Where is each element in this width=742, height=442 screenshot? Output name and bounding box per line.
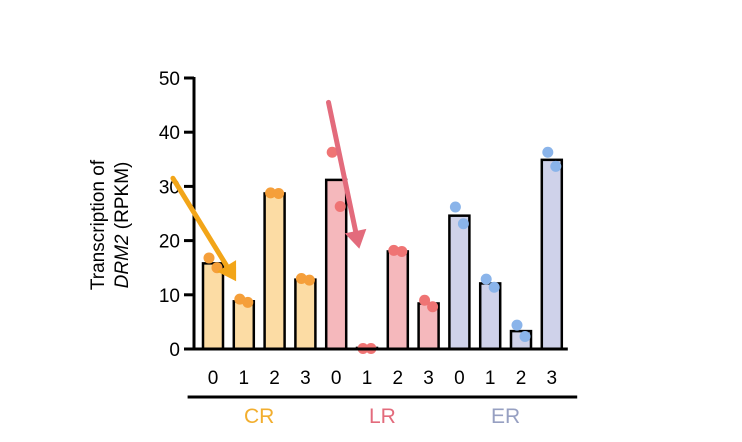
y-tick-label: 50 — [159, 69, 180, 90]
data-point — [480, 273, 492, 285]
x-tick-label: 0 — [331, 368, 342, 389]
x-tick-label: 3 — [547, 368, 558, 389]
x-tick-label: 0 — [208, 368, 219, 389]
y-axis-title-gene: DRM2 — [112, 234, 133, 288]
y-tick-label: 0 — [169, 340, 180, 361]
x-tick-label: 2 — [516, 368, 527, 389]
data-point — [449, 201, 461, 213]
x-tick-label: 1 — [485, 368, 496, 389]
y-tick-label: 40 — [159, 123, 180, 144]
x-tick-label: 1 — [239, 368, 250, 389]
arrow-annotations — [170, 99, 367, 282]
data-point — [326, 146, 338, 158]
data-point — [511, 319, 523, 331]
data-point — [488, 281, 500, 293]
x-tick-label: 3 — [300, 368, 311, 389]
data-point — [203, 252, 215, 264]
data-point — [242, 296, 254, 308]
data-point — [265, 187, 277, 199]
bar — [448, 214, 471, 351]
y-axis-title: Transcription of DRM2 (RPKM) — [88, 159, 133, 290]
data-points — [203, 146, 562, 354]
data-point — [419, 294, 431, 306]
y-tick-label: 20 — [159, 232, 180, 253]
group-label: CR — [244, 405, 274, 428]
y-tick-label: 10 — [159, 286, 180, 307]
y-axis-title-line2: DRM2 (RPKM) — [112, 162, 133, 289]
data-point — [303, 274, 315, 286]
x-tick-label: 2 — [393, 368, 404, 389]
x-axis: 0 1 2 3 0 1 2 3 0 1 2 3CR LR ER — [187, 347, 578, 428]
arrow-annotation-shaft — [326, 99, 359, 236]
bar — [478, 282, 502, 351]
bar — [294, 278, 317, 351]
data-point — [396, 245, 408, 257]
bar — [201, 262, 225, 351]
bars — [201, 158, 564, 351]
y-axis-title-unit: (RPKM) — [112, 162, 133, 235]
data-point — [457, 218, 469, 230]
data-point — [542, 146, 554, 158]
x-tick-label: 0 — [454, 368, 465, 389]
data-point — [427, 301, 439, 313]
x-tick-label: 1 — [362, 368, 373, 389]
x-tick-label: 2 — [269, 368, 280, 389]
data-point — [273, 187, 285, 199]
bar — [232, 300, 256, 351]
data-point — [388, 244, 400, 256]
arrow-annotation-head — [217, 260, 237, 282]
group-label: ER — [491, 405, 520, 428]
x-tick-label: 3 — [423, 368, 434, 389]
data-point — [334, 200, 346, 212]
data-point — [550, 160, 562, 172]
data-point — [519, 331, 531, 343]
y-axis-title-line1: Transcription of — [88, 159, 109, 290]
bar — [263, 192, 286, 351]
group-label: LR — [369, 405, 396, 428]
arrow-annotation-head — [344, 228, 367, 249]
bar — [540, 158, 564, 351]
bar — [386, 250, 410, 351]
arrow-annotation-shaft — [170, 175, 231, 271]
